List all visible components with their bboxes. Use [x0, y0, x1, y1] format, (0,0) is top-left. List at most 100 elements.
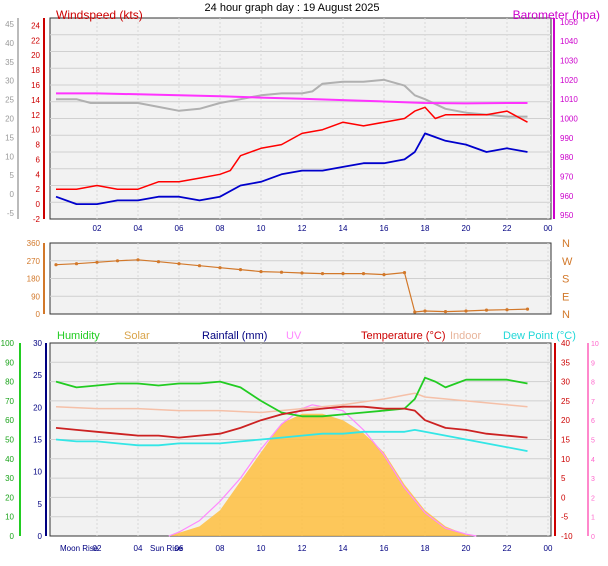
wind-x-tick-label: 08: [216, 224, 225, 233]
wind-x-tick-label: 04: [134, 224, 143, 233]
humidity-tick-label: 20: [5, 493, 14, 502]
uv-tick-label: 8: [591, 380, 595, 387]
temp-tick-label: -5: [561, 513, 569, 522]
direction-point: [525, 307, 530, 311]
temp-x-tick-label: 20: [462, 544, 471, 553]
temp-tick-label: 0: [561, 493, 566, 502]
temp-tick-label: 30: [561, 378, 570, 387]
direction-point: [156, 260, 161, 264]
direction-point: [361, 272, 366, 276]
temperature-line: [55, 405, 528, 439]
baro-tick-label: 990: [560, 134, 574, 143]
temp-x-tick-label: 04: [134, 544, 143, 553]
legend-entry: Humidity: [57, 330, 100, 342]
humidity-line: [55, 376, 528, 418]
temp-tick-label: 40: [561, 339, 570, 348]
direction-point: [464, 309, 468, 313]
wind-tick-label: 14: [31, 96, 40, 105]
outer-wind-tick-label: 30: [5, 77, 14, 86]
humidity-tick-label: 60: [5, 416, 14, 425]
temp-x-tick-label: 22: [503, 544, 512, 553]
compass-label: N: [562, 309, 570, 321]
direction-point: [74, 262, 79, 266]
direction-point: [259, 270, 263, 274]
temp-x-tick-label: 00: [544, 544, 553, 553]
baro-axis-label: Barometer (hpa): [513, 8, 600, 22]
outer-wind-tick-label: 20: [5, 115, 14, 124]
baro-tick-label: 970: [560, 172, 574, 181]
page-title: 24 hour graph day : 19 August 2025: [205, 2, 380, 14]
legend-entry: Rainfall (mm): [202, 330, 267, 342]
rain-tick-label: 10: [33, 468, 42, 477]
baro-tick-label: 1020: [560, 76, 578, 85]
direction-tick-label: 180: [27, 275, 41, 284]
uv-tick-label: 0: [591, 534, 595, 541]
uv-line: [168, 404, 477, 537]
legend-entry: Indoor: [450, 330, 482, 342]
wind-x-tick-label: 00: [544, 224, 553, 233]
direction-point: [505, 308, 509, 312]
humidity-tick-label: 80: [5, 378, 14, 387]
outer-wind-tick-label: 15: [5, 133, 14, 142]
baro-tick-label: 1000: [560, 115, 578, 124]
baro-tick-label: 1040: [560, 37, 578, 46]
outer-wind-tick-label: 5: [10, 171, 15, 180]
wind-average-line: [55, 132, 528, 205]
compass-label: S: [562, 274, 569, 286]
rain-tick-label: 15: [33, 436, 42, 445]
temp-tick-label: -10: [561, 532, 573, 541]
direction-point: [54, 263, 58, 267]
wind-tick-label: 16: [31, 81, 40, 90]
uv-tick-label: 6: [591, 418, 595, 425]
temp-x-tick-label: 02: [93, 544, 102, 553]
wind-tick-label: 4: [36, 170, 41, 179]
wind-x-tick-label: 12: [298, 224, 307, 233]
outer-wind-tick-label: 10: [5, 152, 14, 161]
baro-tick-label: 950: [560, 211, 574, 220]
direction-point: [443, 310, 448, 314]
legend-entry: UV: [286, 330, 302, 342]
indoor-line: [55, 392, 528, 414]
outer-wind-tick-label: 40: [5, 39, 14, 48]
humidity-tick-label: 70: [5, 397, 14, 406]
uv-tick-label: 3: [591, 476, 595, 483]
wind-tick-label: 10: [31, 126, 40, 135]
temp-x-tick-label: 18: [421, 544, 430, 553]
direction-point: [423, 309, 427, 313]
wind-tick-label: 18: [31, 66, 40, 75]
humidity-tick-label: 30: [5, 474, 14, 483]
uv-tick-label: 5: [591, 438, 595, 445]
outer-wind-tick-label: 45: [5, 20, 14, 29]
wind-tick-label: 22: [31, 36, 40, 45]
wind-x-tick-label: 18: [421, 224, 430, 233]
humidity-tick-label: 10: [5, 513, 14, 522]
compass-label: N: [562, 238, 570, 250]
temp-x-tick-label: 12: [298, 544, 307, 553]
uv-tick-label: 2: [591, 495, 595, 502]
uv-tick-label: 7: [591, 399, 595, 406]
rain-tick-label: 0: [38, 532, 43, 541]
outer-wind-tick-label: 25: [5, 96, 14, 105]
wind-x-tick-label: 20: [462, 224, 471, 233]
baro-tick-label: 1050: [560, 18, 578, 27]
wind-x-tick-label: 10: [257, 224, 266, 233]
wind-tick-label: 12: [31, 111, 40, 120]
direction-tick-label: 270: [27, 257, 41, 266]
humidity-tick-label: 40: [5, 455, 14, 464]
temp-tick-label: 20: [561, 416, 570, 425]
direction-point: [197, 264, 202, 268]
wind-tick-label: 20: [31, 51, 40, 60]
barometer-line: [56, 92, 528, 105]
direction-point: [300, 271, 304, 275]
direction-tick-label: 360: [27, 239, 41, 248]
legend-entry: Solar: [124, 330, 150, 342]
legend-entry: Dew Point (°C): [503, 330, 576, 342]
humidity-tick-label: 90: [5, 358, 14, 367]
humidity-tick-label: 100: [1, 339, 15, 348]
baro-tick-label: 1030: [560, 57, 578, 66]
wind-x-tick-label: 06: [175, 224, 184, 233]
temp-x-tick-label: 08: [216, 544, 225, 553]
uv-tick-label: 4: [591, 457, 595, 464]
